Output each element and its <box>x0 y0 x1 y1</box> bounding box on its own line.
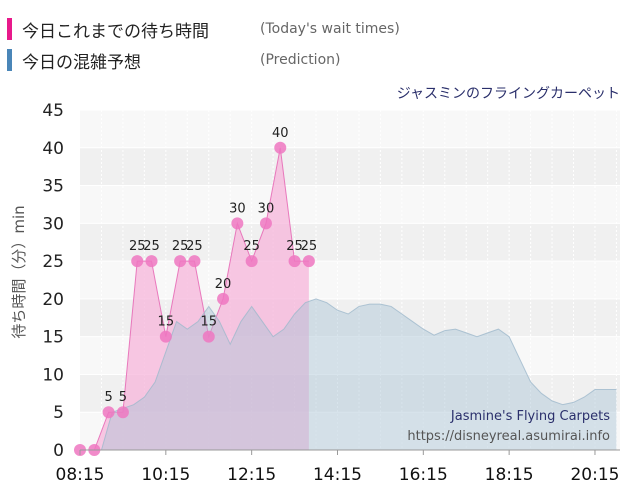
x-tick-label: 10:15 <box>141 465 190 485</box>
data-point <box>274 141 287 154</box>
data-point <box>131 255 144 268</box>
data-label: 15 <box>200 315 217 330</box>
data-point <box>116 406 129 419</box>
data-point <box>245 255 258 268</box>
data-point <box>159 330 172 343</box>
y-tick-label: 40 <box>42 139 64 159</box>
y-tick-label: 20 <box>42 290 64 310</box>
data-label: 25 <box>129 239 146 254</box>
data-label: 30 <box>258 201 275 216</box>
data-label: 30 <box>229 201 246 216</box>
legend-prediction: 今日の混雑予想 (Prediction) <box>0 49 640 75</box>
x-tick-label: 18:15 <box>485 465 534 485</box>
data-label: 25 <box>143 239 160 254</box>
grid-band <box>80 147 620 186</box>
grid-band <box>80 110 620 148</box>
data-point <box>259 217 272 230</box>
y-tick-label: 5 <box>53 403 64 423</box>
data-label: 5 <box>104 390 112 405</box>
legend-today: 今日これまでの待ち時間 (Today's wait times) <box>0 18 640 44</box>
data-point <box>217 292 230 305</box>
x-axis: 08:15 10:15 12:15 14:15 16:15 18:15 20:15 <box>56 449 620 485</box>
y-tick-label: 45 <box>42 101 64 121</box>
data-label: 5 <box>119 390 127 405</box>
grid-band <box>80 223 620 262</box>
grid-band <box>80 185 620 224</box>
data-point <box>231 217 244 230</box>
y-tick-label: 35 <box>42 177 64 197</box>
data-markers <box>74 141 315 456</box>
data-point <box>102 406 115 419</box>
data-label: 25 <box>172 239 189 254</box>
legend-swatch-today <box>7 18 12 40</box>
data-point <box>288 255 301 268</box>
data-point <box>202 330 215 343</box>
x-tick-label: 12:15 <box>227 465 276 485</box>
x-tick-label: 08:15 <box>56 465 105 485</box>
x-tick-label: 16:15 <box>399 465 448 485</box>
y-axis: 0 5 10 15 20 25 30 35 40 45 <box>42 101 64 461</box>
attribution-url: https://disneyreal.asumirai.info <box>407 429 610 444</box>
data-label: 25 <box>243 239 260 254</box>
y-axis-label: 待ち時間（分）min <box>10 205 28 338</box>
series-line-prediction <box>80 298 617 451</box>
grid-band <box>80 261 620 299</box>
data-point <box>145 255 158 268</box>
x-tick-label: 14:15 <box>313 465 362 485</box>
y-tick-label: 30 <box>42 214 64 234</box>
data-label: 25 <box>286 239 303 254</box>
data-label: 25 <box>186 239 203 254</box>
legend-swatch-prediction <box>7 49 12 71</box>
legend-label-today: 今日これまでの待ち時間 <box>22 22 209 42</box>
data-label: 20 <box>215 277 232 292</box>
x-tick-label: 20:15 <box>570 465 619 485</box>
data-point <box>174 255 187 268</box>
y-tick-label: 0 <box>53 441 64 461</box>
y-tick-label: 10 <box>42 365 64 385</box>
data-point <box>302 255 315 268</box>
ride-name: ジャスミンのフライングカーペット <box>397 86 620 102</box>
data-label: 40 <box>272 126 289 141</box>
attribution-name: Jasmine's Flying Carpets <box>450 409 610 424</box>
y-tick-label: 15 <box>42 328 64 348</box>
data-label: 15 <box>158 315 175 330</box>
y-tick-label: 25 <box>42 252 64 272</box>
data-label: 25 <box>301 239 318 254</box>
legend-sub-today: (Today's wait times) <box>260 21 400 37</box>
data-point <box>188 255 201 268</box>
series-area-today <box>80 147 309 450</box>
legend-label-prediction: 今日の混雑予想 <box>22 53 141 73</box>
legend-sub-prediction: (Prediction) <box>260 52 341 68</box>
